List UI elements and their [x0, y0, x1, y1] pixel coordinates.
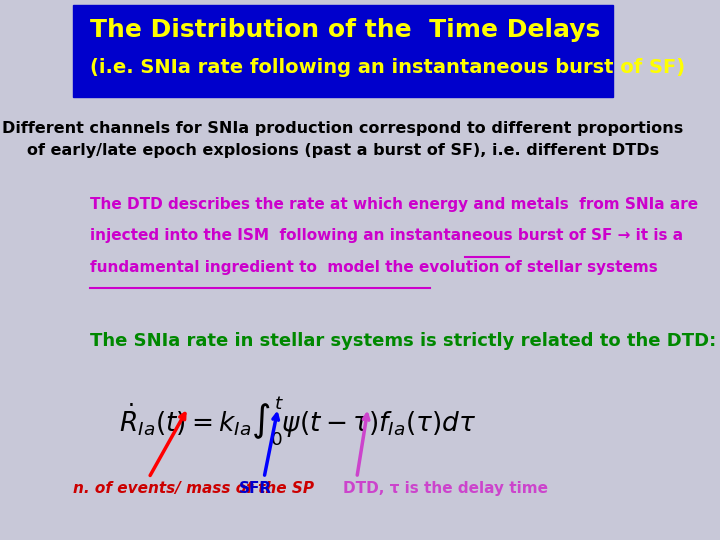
FancyBboxPatch shape [73, 5, 613, 97]
Text: The SNIa rate in stellar systems is strictly related to the DTD:: The SNIa rate in stellar systems is stri… [90, 332, 716, 350]
Text: of early/late epoch explosions (past a burst of SF), i.e. different DTDs: of early/late epoch explosions (past a b… [27, 143, 659, 158]
Text: fundamental ingredient to  model the evolution of stellar systems: fundamental ingredient to model the evol… [90, 260, 657, 275]
Text: Different channels for SNIa production correspond to different proportions: Different channels for SNIa production c… [2, 122, 683, 137]
Text: The DTD describes the rate at which energy and metals  from SNIa are: The DTD describes the rate at which ener… [90, 197, 698, 212]
Text: injected into the ISM  following an instantaneous burst of SF → it is a: injected into the ISM following an insta… [90, 228, 683, 244]
Text: n. of events/ mass of the SP: n. of events/ mass of the SP [73, 481, 314, 496]
Text: SFR: SFR [239, 481, 272, 496]
Text: The Distribution of the  Time Delays: The Distribution of the Time Delays [90, 18, 600, 42]
Text: DTD, τ is the delay time: DTD, τ is the delay time [343, 481, 548, 496]
Text: $\dot{R}_{Ia}(t) = k_{Ia}\int_0^t \psi(t-\tau)f_{Ia}(\tau)d\tau$: $\dot{R}_{Ia}(t) = k_{Ia}\int_0^t \psi(t… [119, 394, 477, 448]
Text: (i.e. SNIa rate following an instantaneous burst of SF): (i.e. SNIa rate following an instantaneo… [90, 58, 685, 77]
